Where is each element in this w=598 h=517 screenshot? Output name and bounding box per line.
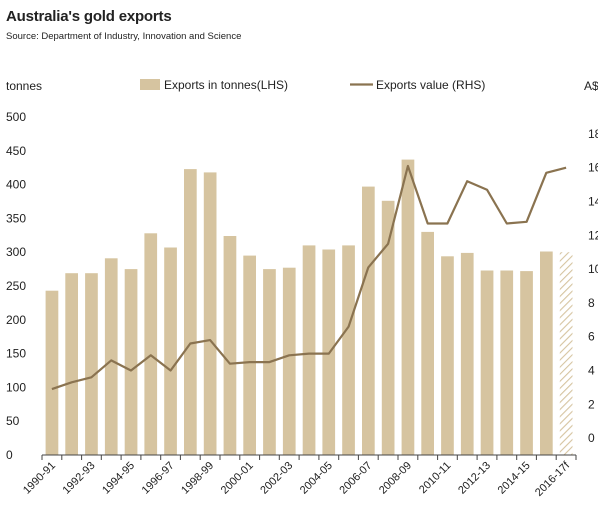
bar-2016-17f <box>559 252 573 455</box>
bar-2011-12 <box>460 252 474 455</box>
legend-label-tonnes: Exports in tonnes(LHS) <box>164 78 288 92</box>
x-tick-label: 1998-99 <box>179 460 216 497</box>
left-tick-label: 150 <box>6 347 26 361</box>
right-tick-label: 8 <box>588 296 595 310</box>
right-tick-label: 10 <box>588 262 598 276</box>
bar-2005-06 <box>342 245 355 455</box>
bar-2002-03 <box>282 267 296 455</box>
x-tick-label: 2008-09 <box>377 460 414 497</box>
left-tick-label: 50 <box>6 414 20 428</box>
bar-1990-91 <box>45 290 59 455</box>
x-tick-label: 2014-15 <box>496 460 533 497</box>
bar-2000-01 <box>243 255 256 455</box>
bar-2014-15 <box>520 271 533 455</box>
left-tick-label: 450 <box>6 144 26 158</box>
legend: Exports in tonnes(LHS) Exports value (RH… <box>140 78 485 92</box>
right-tick-label: 18 <box>588 127 598 141</box>
right-tick-label: 4 <box>588 364 595 378</box>
bar-1993-94 <box>104 258 118 455</box>
x-tick-label: 2004-05 <box>298 460 335 497</box>
bar-series-tonnes <box>45 159 573 455</box>
left-tick-label: 100 <box>6 380 26 394</box>
left-tick-label: 250 <box>6 279 26 293</box>
bar-1995-96 <box>144 233 158 455</box>
bar-2010-11 <box>441 256 454 455</box>
x-axis: 1990-91 1992-93 1994-95 1996-97 1998-99 2000-… <box>21 454 577 499</box>
bar-2007-08 <box>381 200 395 455</box>
bar-2013-14 <box>500 270 514 455</box>
bar-2009-10 <box>421 231 434 455</box>
x-tick-label: 2000-01 <box>219 460 256 497</box>
bar-1997-98 <box>184 169 197 455</box>
right-tick-label: 16 <box>588 161 598 175</box>
bar-1998-99 <box>203 172 217 455</box>
chart-title: Australia's gold exports <box>6 8 172 25</box>
x-tick-label: 2010-11 <box>417 460 453 496</box>
x-tick-label: 2012-13 <box>456 460 493 497</box>
x-tick-label: 2006-07 <box>337 460 374 497</box>
bar-1992-93 <box>85 273 98 455</box>
left-axis-label: tonnes <box>6 79 42 93</box>
x-tick-label: 1994-95 <box>100 460 137 497</box>
line-series-value <box>51 164 567 391</box>
bar-2003-04 <box>302 245 316 455</box>
bar-2006-07 <box>362 186 375 455</box>
bar-1996-97 <box>164 247 177 455</box>
left-tick-label: 200 <box>6 313 26 327</box>
left-axis-ticks: 0 50 100 150 200 250 300 350 400 450 500 <box>6 110 26 462</box>
bar-1991-92 <box>65 273 78 455</box>
x-tick-label: 2016-17f <box>533 459 573 499</box>
right-axis-label: A$b <box>584 79 598 93</box>
right-tick-label: 14 <box>588 195 598 209</box>
left-tick-label: 500 <box>6 110 26 124</box>
x-tick-label: 1992-93 <box>60 460 97 497</box>
bar-2008-09 <box>401 159 415 455</box>
bar-1999-00 <box>223 236 237 455</box>
legend-label-value: Exports value (RHS) <box>376 78 485 92</box>
left-tick-label: 0 <box>6 448 13 462</box>
bar-2015-16 <box>540 251 553 455</box>
right-tick-label: 12 <box>588 228 598 242</box>
right-axis-ticks: 0 2 4 6 8 10 12 14 16 18 <box>588 127 598 445</box>
bar-1994-95 <box>124 269 138 455</box>
left-tick-label: 300 <box>6 245 26 259</box>
x-tick-label: 1990-91 <box>21 460 58 497</box>
legend-swatch-tonnes <box>140 79 160 90</box>
bar-2012-13 <box>480 270 494 455</box>
right-tick-label: 2 <box>588 397 595 411</box>
left-tick-label: 350 <box>6 211 26 225</box>
chart-source: Source: Department of Industry, Innovati… <box>6 31 242 42</box>
right-tick-label: 6 <box>588 330 595 344</box>
right-tick-label: 0 <box>588 431 595 445</box>
x-tick-label: 1996-97 <box>140 460 177 497</box>
x-tick-label: 2002-03 <box>258 460 295 497</box>
left-tick-label: 400 <box>6 178 26 192</box>
